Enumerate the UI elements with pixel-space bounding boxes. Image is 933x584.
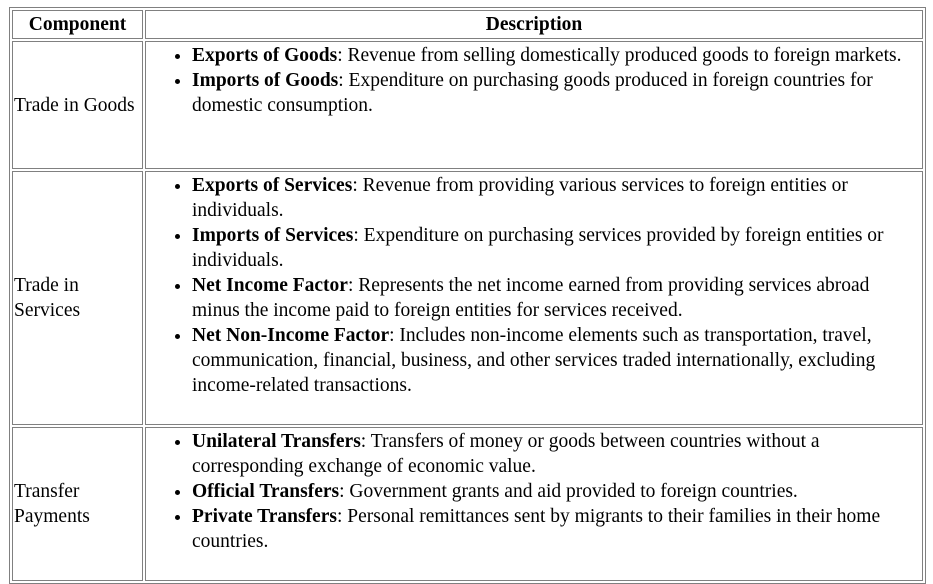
item-term: Official Transfers: [192, 481, 340, 502]
description-list: Exports of Services: Revenue from provid…: [147, 173, 921, 423]
item-description: : Personal remittances sent by migrants …: [192, 506, 881, 552]
item-term: Net Income Factor: [192, 275, 348, 296]
item-description: : Revenue from selling domestically prod…: [337, 45, 902, 66]
item-description: : Represents the net income earned from …: [192, 275, 870, 321]
list-item: Net Non-Income Factor: Includes non-inco…: [192, 323, 921, 398]
item-term: Unilateral Transfers: [192, 431, 361, 452]
item-term: Imports of Goods: [192, 70, 339, 91]
header-description: Description: [145, 10, 923, 39]
item-term: Private Transfers: [192, 506, 337, 527]
list-item: Exports of Goods: Revenue from selling d…: [192, 43, 921, 68]
list-item: Exports of Services: Revenue from provid…: [192, 173, 921, 223]
table-row: Trade in Goods Exports of Goods: Revenue…: [12, 41, 923, 169]
list-item: Imports of Goods: Expenditure on purchas…: [192, 68, 921, 118]
item-description: : Transfers of money or goods between co…: [192, 431, 820, 477]
item-term: Exports of Goods: [192, 45, 338, 66]
list-item: Official Transfers: Government grants an…: [192, 479, 921, 504]
item-description: : Expenditure on purchasing goods produc…: [192, 70, 873, 116]
list-item: Net Income Factor: Represents the net in…: [192, 273, 921, 323]
item-description: : Expenditure on purchasing services pro…: [192, 225, 884, 271]
list-item: Private Transfers: Personal remittances …: [192, 504, 921, 554]
component-cell: Trade in Services: [12, 171, 143, 425]
header-row: Component Description: [12, 10, 923, 39]
description-list: Exports of Goods: Revenue from selling d…: [147, 43, 921, 143]
list-item: Imports of Services: Expenditure on purc…: [192, 223, 921, 273]
description-list: Unilateral Transfers: Transfers of money…: [147, 429, 921, 579]
component-cell: Trade in Goods: [12, 41, 143, 169]
list-item: Unilateral Transfers: Transfers of money…: [192, 429, 921, 479]
item-term: Exports of Services: [192, 175, 353, 196]
item-description: : Revenue from providing various service…: [192, 175, 848, 221]
table-row: Transfer Payments Unilateral Transfers: …: [12, 427, 923, 581]
component-cell: Transfer Payments: [12, 427, 143, 581]
description-cell: Unilateral Transfers: Transfers of money…: [145, 427, 923, 581]
header-component: Component: [12, 10, 143, 39]
item-description: : Includes non-income elements such as t…: [192, 325, 876, 396]
item-term: Imports of Services: [192, 225, 354, 246]
table-row: Trade in Services Exports of Services: R…: [12, 171, 923, 425]
item-description: : Government grants and aid provided to …: [339, 481, 798, 502]
item-term: Net Non-Income Factor: [192, 325, 390, 346]
description-cell: Exports of Goods: Revenue from selling d…: [145, 41, 923, 169]
components-table: Component Description Trade in Goods Exp…: [9, 7, 926, 584]
description-cell: Exports of Services: Revenue from provid…: [145, 171, 923, 425]
